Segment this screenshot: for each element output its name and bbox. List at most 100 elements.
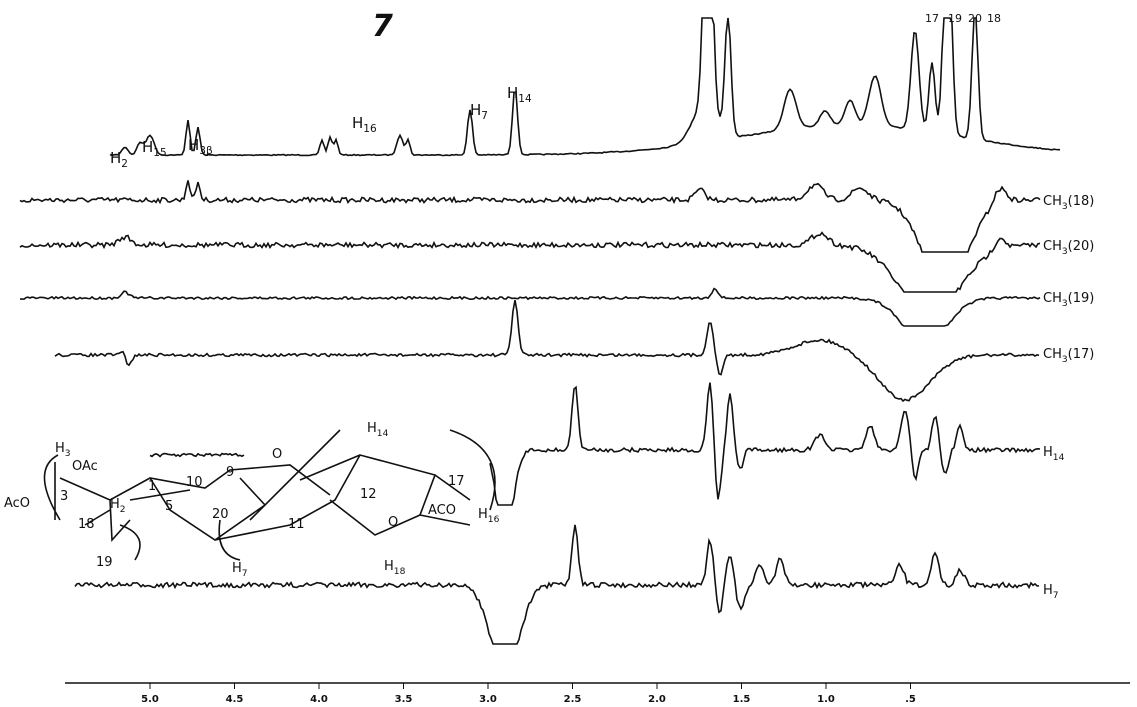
trace-label: H14 — [1043, 445, 1065, 463]
structure-label-main: O — [272, 447, 282, 462]
structure-label: AcO — [4, 496, 30, 511]
peak-label-main: H — [470, 101, 481, 119]
structure-label-sub: 3 — [65, 449, 71, 459]
trace-label-sub: 3 — [1062, 247, 1068, 257]
structure-label-sub: 7 — [242, 569, 248, 579]
spectrum-trace — [489, 382, 1041, 506]
structure-label-main: 18 — [78, 517, 95, 532]
structure-label-main: H — [232, 561, 242, 576]
peak-label-main: H — [188, 136, 199, 154]
structure-label: O — [388, 515, 398, 530]
structure-label: 9 — [226, 465, 234, 480]
trace-label: CH3(19) — [1043, 291, 1094, 309]
structure-label: H3 — [55, 441, 71, 459]
trace-label-main: CH — [1043, 291, 1062, 306]
spectrum-trace — [109, 17, 1060, 157]
trace-label-sub: 3 — [1062, 202, 1068, 212]
trace-label-main: H — [1043, 583, 1053, 598]
x-tick-label: 2.5 — [564, 694, 582, 705]
peak-label: H14 — [507, 84, 532, 105]
spectrum-trace — [19, 287, 1041, 327]
structure-label-main: H — [110, 497, 120, 512]
structure-label: 18 — [78, 517, 95, 532]
structure-label: H16 — [478, 507, 500, 525]
trace-label: CH3(17) — [1043, 347, 1094, 365]
trace-label-sub: 3 — [1062, 355, 1068, 365]
x-tick-label: .5 — [905, 694, 916, 705]
peak-label: 18 — [987, 12, 1001, 25]
x-tick-label: 4.5 — [226, 694, 244, 705]
x-tick-label: 1.5 — [733, 694, 751, 705]
trace-label-main: CH — [1043, 347, 1062, 362]
trace-label-main: CH — [1043, 239, 1062, 254]
spectrum-trace — [74, 524, 1040, 645]
peak-label: 17 — [925, 12, 939, 25]
spectrum-trace — [149, 452, 245, 458]
structure-label: 10 — [186, 475, 203, 490]
structure-label: ACO — [428, 503, 456, 518]
x-tick-label: 5.0 — [141, 694, 159, 705]
structure-label-main: 17 — [448, 474, 465, 489]
x-tick-label: 1.0 — [817, 694, 835, 705]
structure-label-main: 20 — [212, 507, 229, 522]
structure-label-main: H — [55, 441, 65, 456]
figure-number: 7 — [372, 9, 393, 44]
peak-label-main: 17 — [925, 12, 939, 25]
peak-label-main: H — [110, 149, 121, 167]
peak-label-main: H — [507, 84, 518, 102]
structure-label-sub: 16 — [488, 515, 500, 525]
structure-label-sub: 2 — [120, 505, 126, 515]
structure — [43, 429, 496, 561]
structure-label-main: H — [384, 559, 394, 574]
peak-label-main: 18 — [987, 12, 1001, 25]
structure-label-main: 3 — [60, 489, 68, 504]
x-tick-label: 3.5 — [395, 694, 413, 705]
trace-label: CH3(20) — [1043, 239, 1094, 257]
structure-label-main: ACO — [428, 503, 456, 518]
peak-label: H16 — [352, 114, 377, 135]
structure-label-main: 9 — [226, 465, 234, 480]
x-tick-label: 4.0 — [310, 694, 328, 705]
peak-label: H2 — [110, 149, 128, 170]
trace-label-tail: (19) — [1068, 291, 1095, 306]
structure-label-main: OAc — [72, 459, 98, 474]
peak-label-main: H — [352, 114, 363, 132]
trace-label-sub: 3 — [1062, 299, 1068, 309]
structure-label-sub: 18 — [394, 567, 406, 577]
structure-label: 17 — [448, 474, 465, 489]
structure-label: H2 — [110, 497, 126, 515]
trace-label: CH3(18) — [1043, 194, 1094, 212]
structure-label: 3 — [60, 489, 68, 504]
peak-label-sub: 7 — [481, 110, 488, 122]
structure-label: 1 — [148, 479, 156, 494]
peak-label: H7 — [470, 101, 488, 122]
structure-label-main: H — [478, 507, 488, 522]
structure-label-sub: 14 — [377, 429, 389, 439]
trace-label-main: H — [1043, 445, 1053, 460]
structure-label: 12 — [360, 487, 377, 502]
structure-label: 19 — [96, 555, 113, 570]
peak-label-sub: 14 — [518, 93, 532, 105]
x-tick-label: 2.0 — [648, 694, 666, 705]
trace-label-tail: (18) — [1068, 194, 1095, 209]
x-tick-label: 3.0 — [479, 694, 497, 705]
structure-label-main: H — [367, 421, 377, 436]
structure-label: 5 — [165, 499, 173, 514]
structure-label: OAc — [72, 459, 98, 474]
structure-label-main: 12 — [360, 487, 377, 502]
structure-label: 20 — [212, 507, 229, 522]
trace-label-sub: 7 — [1053, 591, 1059, 601]
trace-label: H7 — [1043, 583, 1059, 601]
structure-label: O — [272, 447, 282, 462]
peak-label-sub: 16 — [363, 123, 377, 135]
structure-label-main: AcO — [4, 496, 30, 511]
peak-label-main: H — [142, 138, 153, 156]
structure-label-main: O — [388, 515, 398, 530]
structure-label: 11 — [288, 517, 305, 532]
structure-label-main: 11 — [288, 517, 305, 532]
trace-label-tail: (20) — [1068, 239, 1095, 254]
trace-label-sub: 14 — [1053, 453, 1065, 463]
structure-label-main: 19 — [96, 555, 113, 570]
structure-label-main: 10 — [186, 475, 203, 490]
